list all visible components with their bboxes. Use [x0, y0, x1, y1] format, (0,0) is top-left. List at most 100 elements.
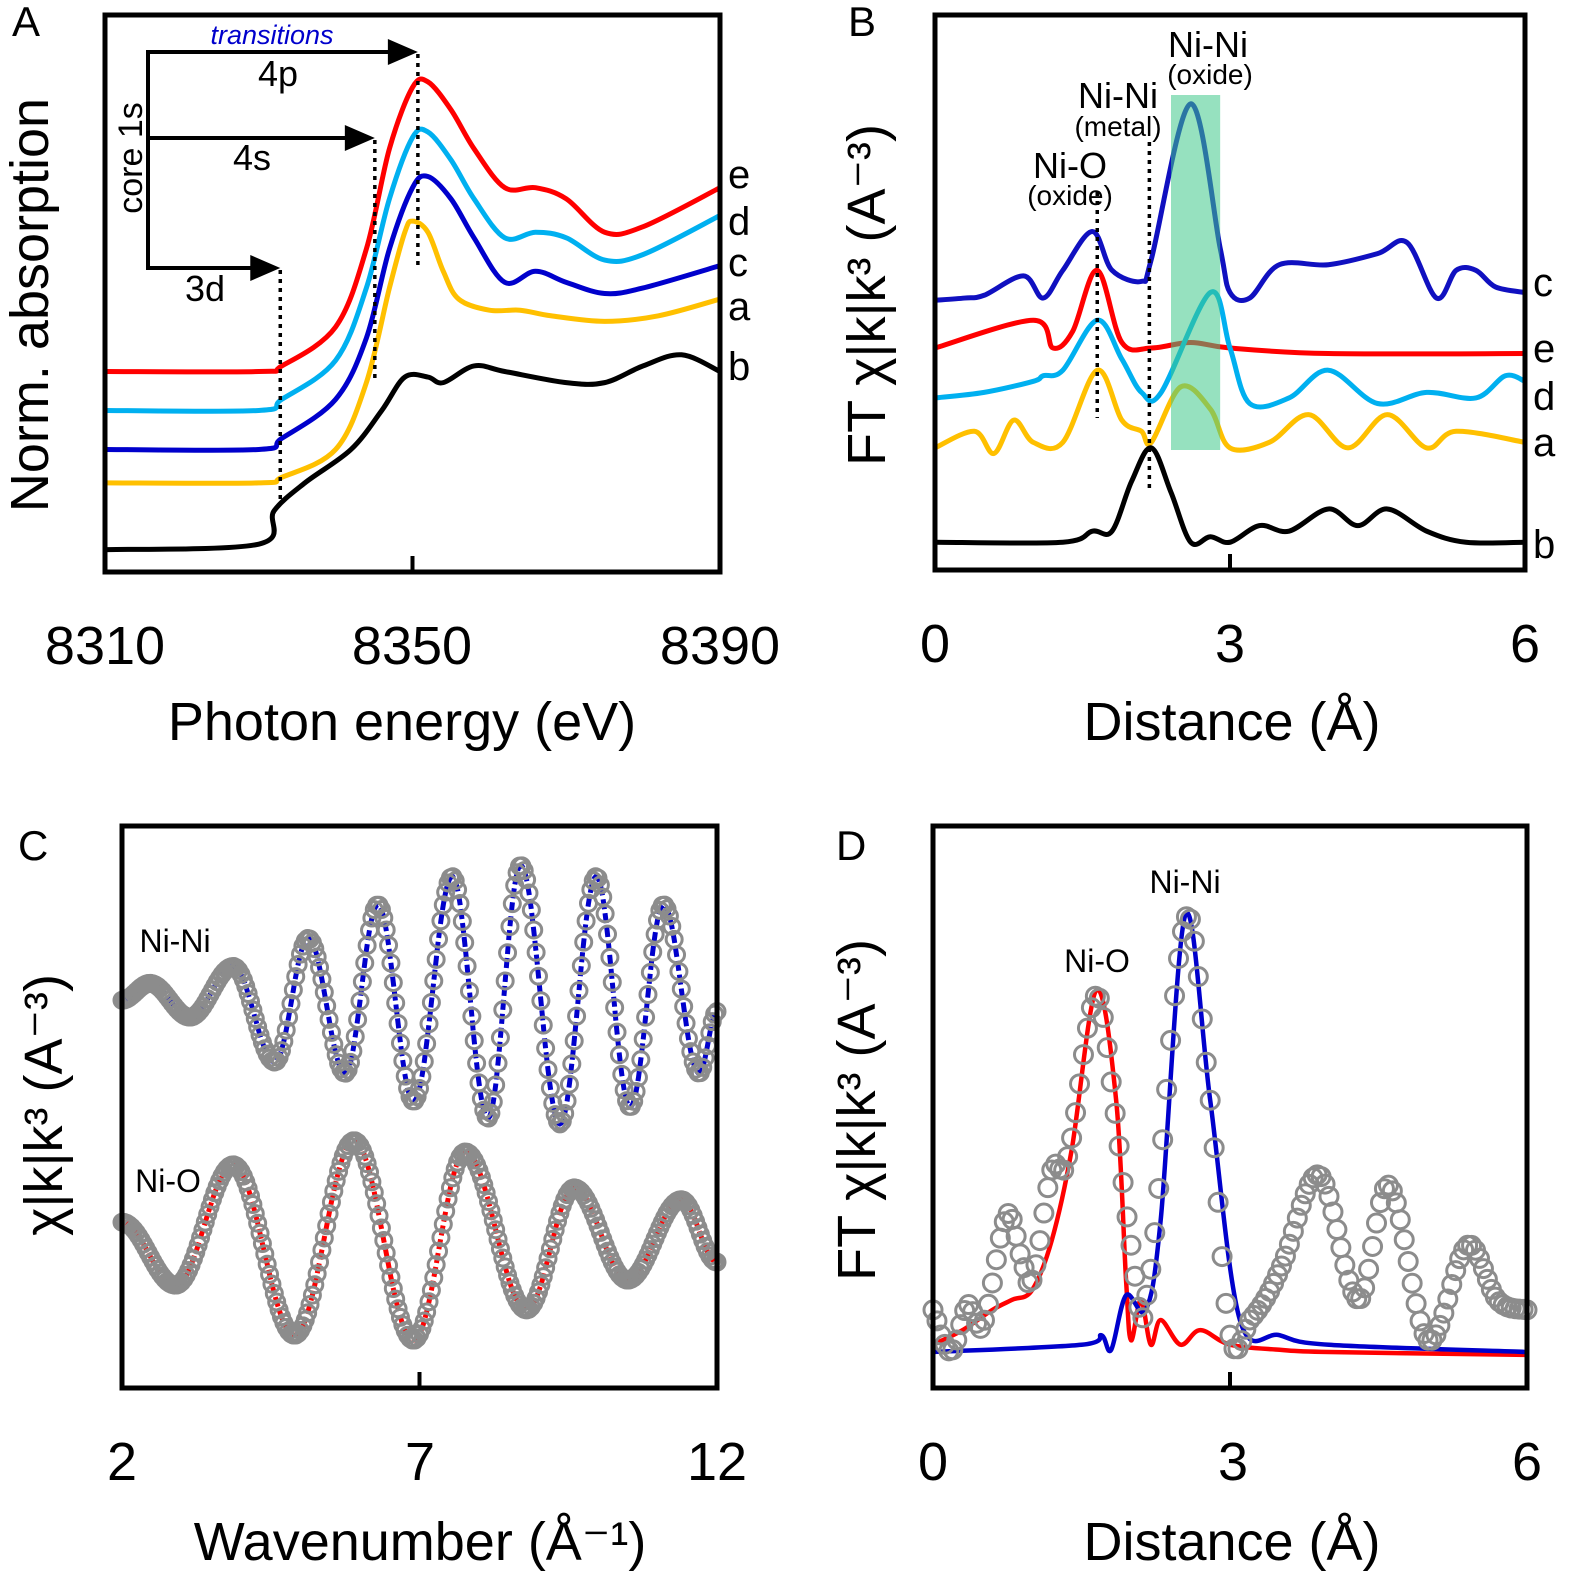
a-series-label-d: d [728, 200, 750, 244]
d-data-point [1350, 1288, 1372, 1310]
d-data-point [1366, 1212, 1388, 1234]
c-data-point-nini [457, 956, 477, 976]
d-data-point [1389, 1209, 1411, 1231]
d-data-point [1100, 1071, 1122, 1093]
c-data-point-nini [481, 1103, 501, 1123]
c-data-point-nio [367, 1194, 387, 1214]
b-annotation-nini-oxide-sub: (oxide) [1167, 59, 1253, 90]
c-data-point-nio [481, 1201, 501, 1221]
c-data-point-nio [243, 1194, 263, 1214]
d-data-point [1033, 1202, 1055, 1224]
a-xtick-1: 8350 [352, 616, 472, 676]
c-data-point-nini [488, 1053, 508, 1073]
d-data-point [1195, 1051, 1217, 1073]
c-data-point-nio [376, 1243, 396, 1263]
d-data-point [1160, 1029, 1182, 1051]
b-series-label-e: e [1533, 327, 1555, 371]
c-data-point-nini [383, 973, 403, 993]
d-data-point [1183, 930, 1205, 952]
d-data-point [1282, 1220, 1304, 1242]
a-xlabel: Photon energy (eV) [168, 692, 636, 752]
a-curve-b [104, 352, 722, 553]
d-data-point [1191, 1008, 1213, 1030]
d-xtick-0: 0 [918, 1432, 948, 1492]
c-data-point-nini [609, 1045, 629, 1065]
d-data-point [1156, 1078, 1178, 1100]
c-data-point-nini [388, 1013, 408, 1033]
c-data-point-nini [407, 1087, 427, 1107]
c-data-point-nini [350, 991, 370, 1011]
c-data-point-nio [531, 1275, 551, 1295]
c-data-point-nini [517, 870, 537, 890]
c-data-point-nini [450, 894, 470, 914]
d-data-point [1207, 1191, 1229, 1213]
c-data-point-nini [355, 953, 375, 973]
c-data-point-nini [607, 1022, 627, 1042]
c-data-point-nini [238, 984, 258, 1004]
d-data-point [1270, 1255, 1292, 1277]
c-data-point-nio [438, 1189, 458, 1209]
d-data-point [926, 1310, 948, 1332]
d-data-point [950, 1314, 972, 1336]
c-data-point-nio [248, 1213, 268, 1233]
c-data-point-nini [336, 1063, 356, 1083]
b-series-label-c: c [1533, 261, 1553, 305]
c-data-point-nio [326, 1171, 346, 1191]
c-data-point-nini [288, 954, 308, 974]
c-data-point-nini [374, 908, 394, 928]
d-data-point [1021, 1269, 1043, 1291]
d-data-point [1025, 1254, 1047, 1276]
c-data-point-nini [241, 992, 261, 1012]
d-data-point [1179, 908, 1201, 930]
c-data-point-nini [633, 1029, 653, 1049]
b-xtick-0: 0 [920, 614, 950, 674]
b-xtick-1: 3 [1215, 614, 1245, 674]
c-data-point-nini [524, 920, 544, 940]
c-data-point-nio [417, 1302, 437, 1322]
d-annotation-nio: Ni-O [1064, 943, 1130, 979]
d-plot-frame [930, 823, 1530, 1391]
c-data-point-nio [241, 1186, 261, 1206]
d-data-point [1381, 1180, 1403, 1202]
d-data-point [1373, 1178, 1395, 1200]
c-data-point-nini [552, 1111, 572, 1131]
d-xlabel: Distance (Å) [1083, 1512, 1380, 1572]
c-data-point-nio [421, 1280, 441, 1300]
a-level-4s: 4s [233, 137, 271, 178]
a-arrowhead-3d [250, 255, 281, 281]
c-data-point-nio [369, 1206, 389, 1226]
c-data-point-nini [305, 939, 325, 959]
d-data-point [1425, 1324, 1447, 1346]
b-annotation-nio: Ni-O [1033, 145, 1107, 186]
c-data-point-nini [283, 980, 303, 1000]
d-data-point [1405, 1293, 1427, 1315]
c-xtick-0: 2 [107, 1432, 137, 1492]
c-data-point-nini [531, 991, 551, 1011]
d-data-point [1409, 1310, 1431, 1332]
a-series-label-a: a [728, 285, 751, 329]
c-data-point-nio [483, 1210, 503, 1230]
c-data-point-nio [312, 1240, 332, 1260]
b-curve-b [934, 445, 1526, 547]
c-data-point-nio [300, 1295, 320, 1315]
d-data-point [1429, 1314, 1451, 1336]
c-data-point-nio [431, 1228, 451, 1248]
c-data-point-nio [314, 1228, 334, 1248]
d-data-point [981, 1272, 1003, 1294]
c-data-point-nini [381, 953, 401, 973]
d-data-point [1286, 1207, 1308, 1229]
d-data-point [1203, 1137, 1225, 1159]
c-data-point-nio [419, 1292, 439, 1312]
a-curve-a [104, 218, 721, 486]
c-data-point-nio [321, 1192, 341, 1212]
d-data-point [1369, 1192, 1391, 1214]
c-data-point-nini [417, 1034, 437, 1054]
c-data-point-nini [550, 1114, 570, 1134]
c-data-point-nini [271, 1041, 291, 1061]
c-data-point-nini [555, 1104, 575, 1124]
c-ylabel: χ|k|k³ (A⁻³) [14, 974, 74, 1236]
d-data-point [1152, 1129, 1174, 1151]
d-data-point [1294, 1183, 1316, 1205]
b-xtick-2: 6 [1510, 614, 1540, 674]
c-data-point-nio [381, 1267, 401, 1287]
